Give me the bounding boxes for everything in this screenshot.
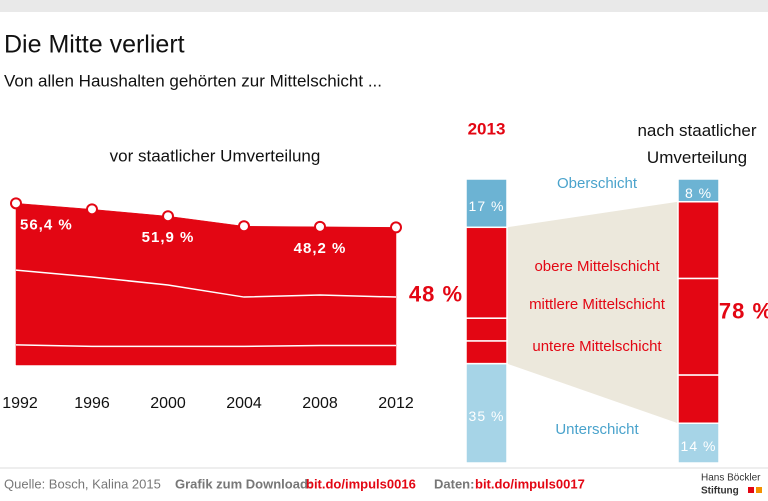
subtitle: Von allen Haushalten gehörten zur Mittel… [4,71,382,90]
value-label: 48,2 % [294,240,347,257]
bar-segment [465,340,508,365]
title: Die Mitte verliert [4,31,185,59]
layer-boundary [15,344,396,348]
total-label: 48 % [409,281,463,306]
category-label: nach staatlicher Umverteilung [637,121,757,167]
marker [86,203,98,216]
bar-segment [677,200,720,280]
marker [390,221,402,234]
bar-segment [677,277,720,376]
logo-mark [756,487,762,493]
x-tick-label: 2004 [226,395,262,412]
logo-mark [748,487,754,493]
bar-segment [465,178,508,229]
total-label: 78 % [719,298,768,323]
series-label: obere Mittelschicht [534,258,660,275]
area-layer [15,344,397,366]
marker [10,197,22,210]
value-label: 8 % [685,185,712,201]
series-label: Unterschicht [555,421,639,438]
x-tick-label: 2008 [302,395,338,412]
value-label: 14 % [681,438,717,454]
marker [314,220,326,233]
category-label: 2013 [468,119,506,138]
bar-segment [677,374,720,424]
value-label: 17 % [469,198,505,214]
logo-line: Hans Böckler [701,473,761,484]
x-tick-label: 2012 [378,395,414,412]
value-label: 56,4 % [20,216,73,233]
marker [238,220,250,233]
layer-boundary [15,269,397,298]
x-tick-label: 1996 [74,395,110,412]
logo-line: Stiftung [701,486,739,497]
x-tick-label: 1992 [2,395,38,412]
series-label: mittlere Mittelschicht [529,296,666,313]
bar-segment [677,422,720,464]
marker [162,210,174,223]
area-title: vor staatlicher Umverteilung [110,146,321,165]
bar-segment [465,317,508,342]
series-label: Oberschicht [557,175,638,192]
x-tick-label: 2000 [150,395,186,412]
bar-segment [465,226,508,319]
source: Quelle: Bosch, Kalina 2015 [4,476,161,491]
connector [507,201,678,424]
series-label: untere Mittelschicht [532,338,662,355]
download-label: Grafik zum Download: [175,476,312,491]
value-label: 51,9 % [142,229,195,246]
value-label: 35 % [469,408,505,424]
download-link[interactable]: bit.do/impuls0016 [306,476,416,491]
top-strip [0,0,768,12]
data-link[interactable]: bit.do/impuls0017 [475,476,585,491]
data-label: Daten: [434,476,474,491]
bar-segment [677,178,720,203]
